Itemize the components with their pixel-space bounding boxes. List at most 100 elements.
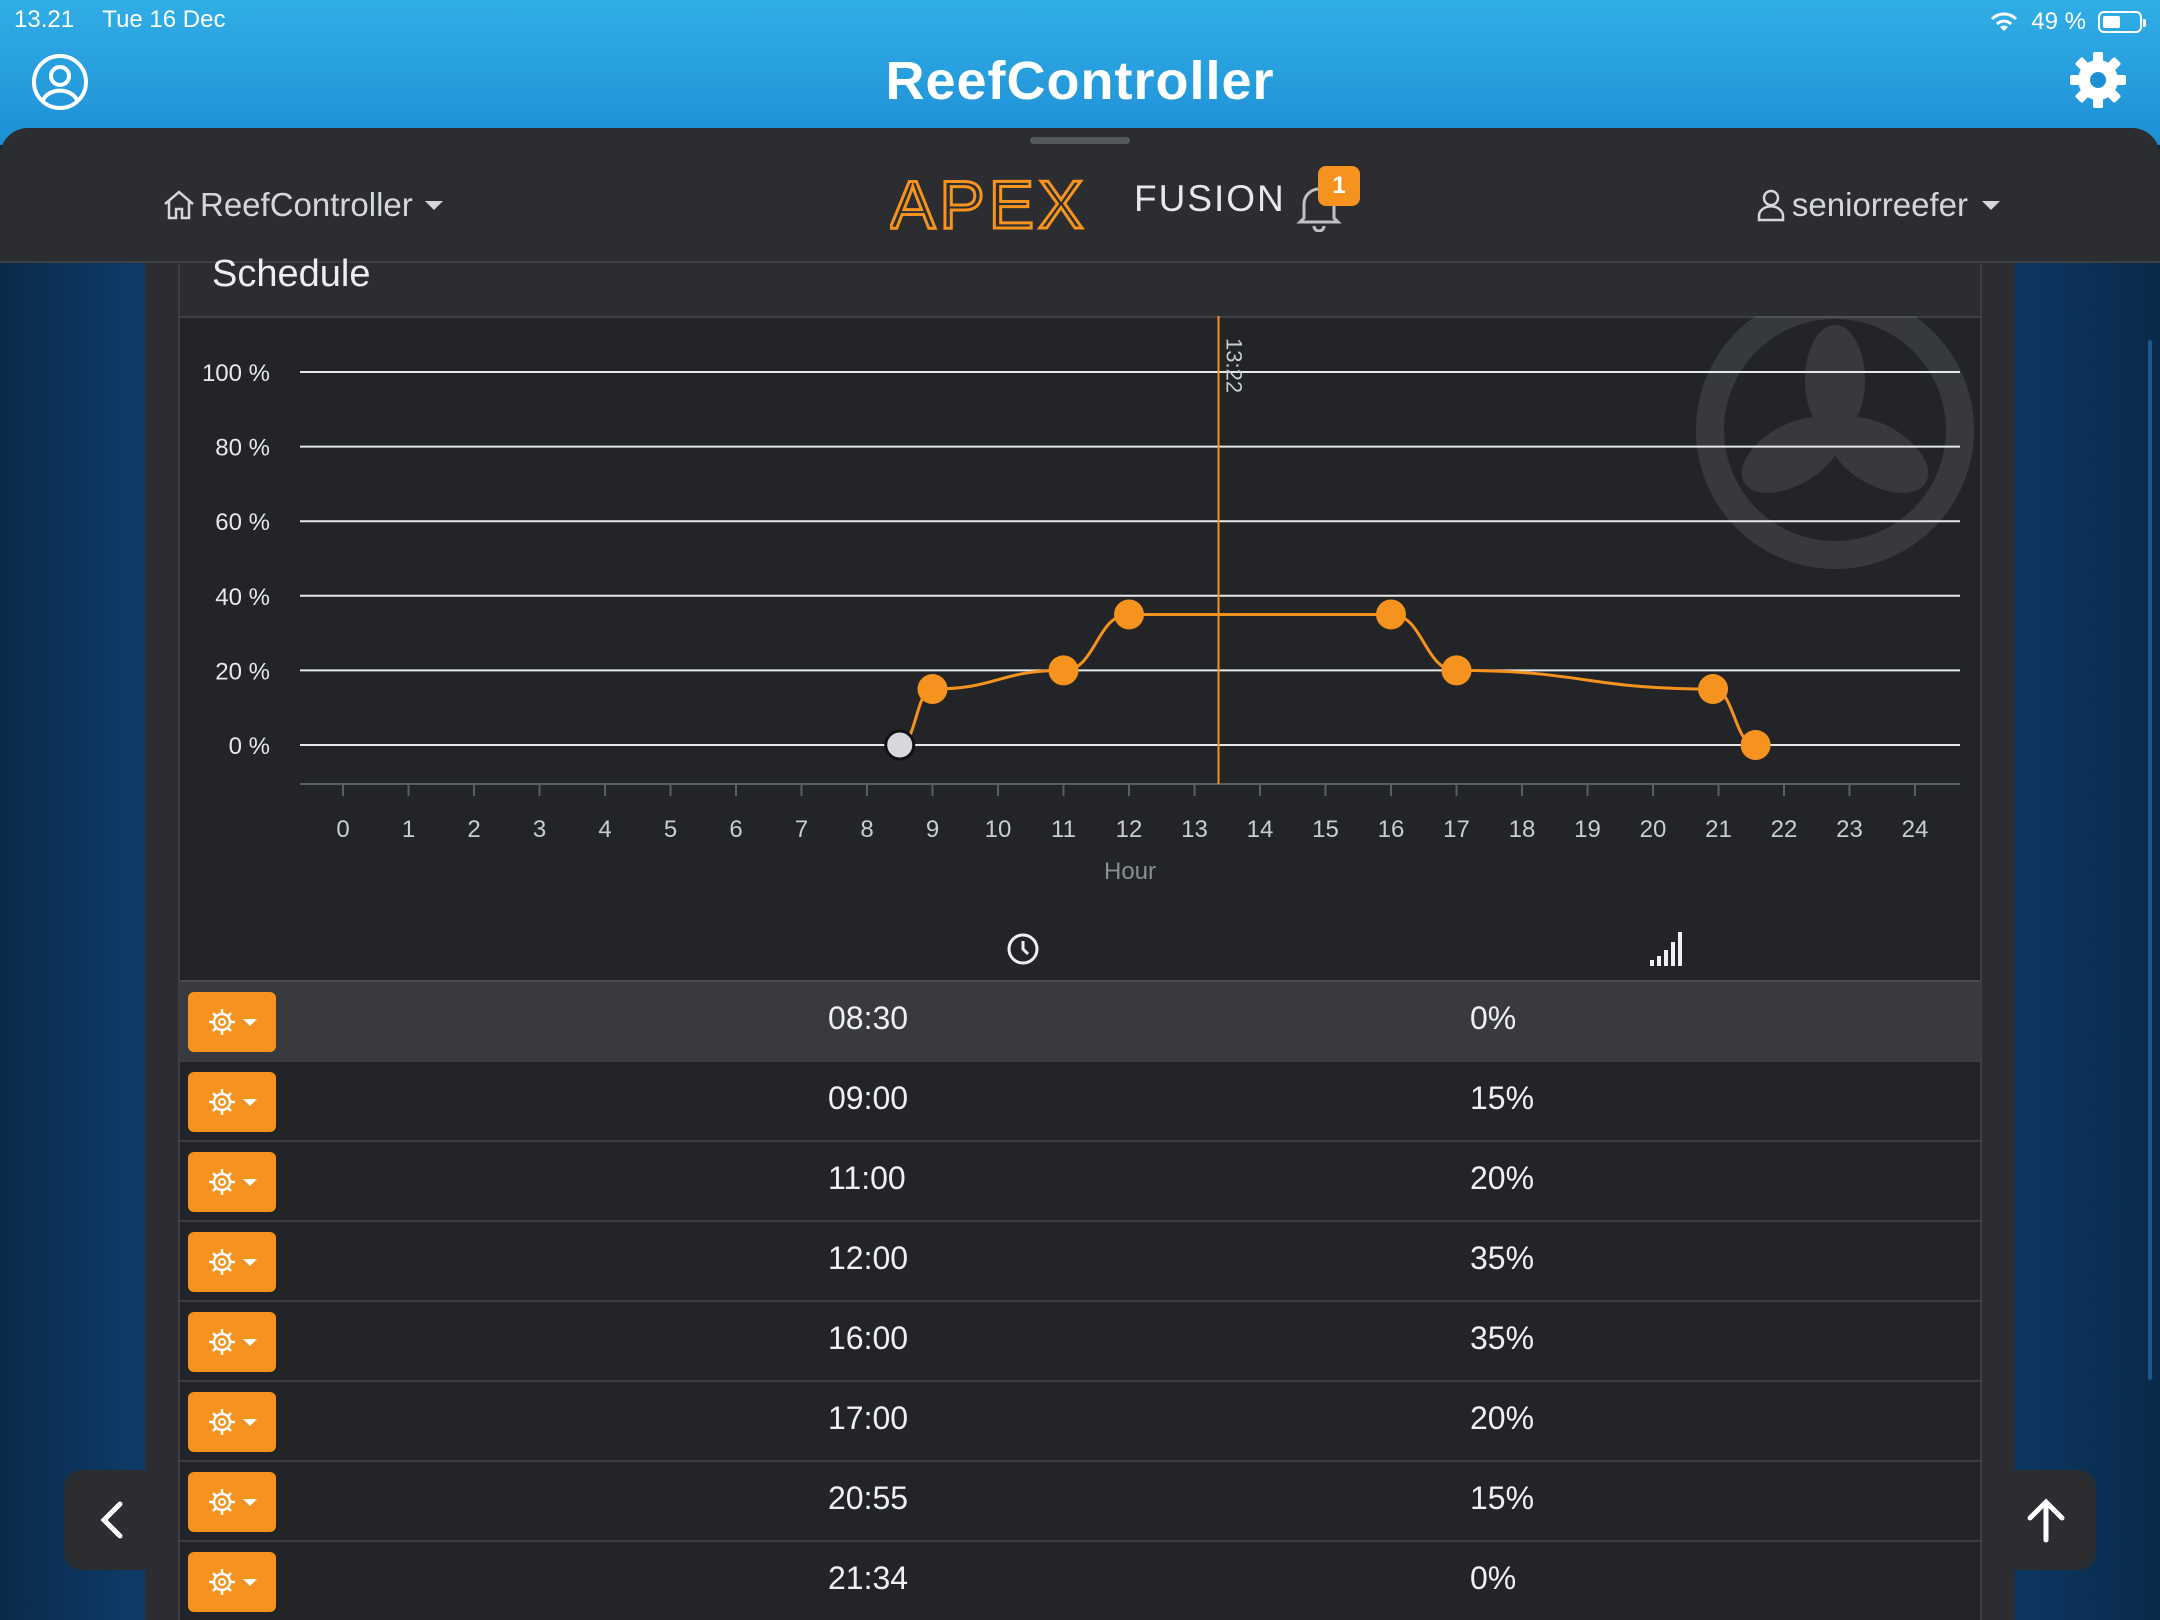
x-tick-label: 13 xyxy=(1181,816,1208,843)
x-tick-label: 23 xyxy=(1836,816,1863,843)
status-date: Tue 16 Dec xyxy=(102,6,226,33)
table-row[interactable]: 12:00 35% xyxy=(180,1222,1980,1302)
y-tick-label: 100 % xyxy=(202,360,270,387)
user-icon xyxy=(1757,189,1785,222)
x-tick-label: 16 xyxy=(1378,816,1405,843)
x-tick-label: 17 xyxy=(1443,816,1470,843)
x-tick-label: 24 xyxy=(1902,816,1929,843)
chevron-down-icon xyxy=(243,1338,257,1346)
status-left: 13.21 Tue 16 Dec xyxy=(14,6,247,38)
table-row[interactable]: 09:00 15% xyxy=(180,1062,1980,1142)
x-tick-label: 7 xyxy=(795,816,808,843)
x-tick-label: 10 xyxy=(985,816,1012,843)
battery-percent: 49 % xyxy=(2031,8,2086,35)
gear-icon xyxy=(209,1169,235,1195)
x-tick-label: 8 xyxy=(860,816,873,843)
row-time: 08:30 xyxy=(828,1000,909,1036)
schedule-chart[interactable]: 0 %20 %40 %60 %80 %100 %0 1 2 3 4 5 6 7 8 9 10 11 12… xyxy=(180,316,1980,910)
x-tick-label: 4 xyxy=(598,816,611,843)
table-row[interactable]: 21:34 0% xyxy=(180,1542,1980,1620)
y-tick-label: 40 % xyxy=(215,584,270,611)
data-point xyxy=(1048,655,1079,686)
table-row[interactable]: 20:55 15% xyxy=(180,1462,1980,1542)
notification-badge[interactable]: 1 xyxy=(1318,166,1360,206)
data-point-start xyxy=(884,729,916,761)
y-tick-label: 0 % xyxy=(229,733,270,760)
gear-icon xyxy=(209,1089,235,1115)
gear-icon xyxy=(209,1569,235,1595)
row-level: 20% xyxy=(1470,1400,1535,1436)
controller-dropdown[interactable]: ReefController xyxy=(162,186,443,224)
row-settings-button[interactable] xyxy=(188,1472,276,1532)
chevron-down-icon xyxy=(243,1178,257,1186)
user-dropdown[interactable]: seniorreefer xyxy=(1756,186,2000,224)
row-level: 15% xyxy=(1470,1080,1535,1116)
gear-icon xyxy=(209,1409,235,1435)
y-tick-label: 20 % xyxy=(215,658,270,685)
row-time: 12:00 xyxy=(828,1240,909,1276)
row-settings-button[interactable] xyxy=(188,1392,276,1452)
gear-icon xyxy=(209,1249,235,1275)
current-time-label: 13:22 xyxy=(1222,338,1247,393)
table-row[interactable]: 16:00 35% xyxy=(180,1302,1980,1382)
clock-icon xyxy=(1007,933,1039,965)
controller-name: ReefController xyxy=(200,186,413,223)
sheet-grabber[interactable] xyxy=(1030,137,1130,144)
series-line xyxy=(899,612,1756,747)
chevron-down-icon xyxy=(243,1018,257,1026)
app-title: ReefController xyxy=(885,51,1275,111)
gear-icon[interactable] xyxy=(2066,48,2130,112)
x-tick-label: 12 xyxy=(1116,816,1143,843)
row-time: 20:55 xyxy=(828,1480,909,1516)
scroll-top-button[interactable] xyxy=(1996,1470,2096,1570)
row-settings-button[interactable] xyxy=(188,1312,276,1372)
chevron-down-icon xyxy=(424,200,443,210)
table-row[interactable]: 11:00 20% xyxy=(180,1142,1980,1222)
chevron-down-icon xyxy=(1982,200,2000,210)
back-button[interactable] xyxy=(64,1470,164,1570)
data-point xyxy=(1114,599,1144,630)
x-tick-label: 6 xyxy=(729,816,742,843)
x-tick-label: 5 xyxy=(664,816,677,843)
svg-text:APEX: APEX xyxy=(890,172,1087,234)
profile-icon[interactable] xyxy=(30,52,90,112)
data-point xyxy=(917,674,948,705)
x-tick-label: 22 xyxy=(1771,816,1798,843)
x-tick-label: 2 xyxy=(467,816,480,843)
row-time: 11:00 xyxy=(828,1160,906,1196)
table-row[interactable]: 08:30 0% xyxy=(180,982,1980,1062)
row-settings-button[interactable] xyxy=(188,1072,276,1132)
table-row[interactable]: 17:00 20% xyxy=(180,1382,1980,1462)
x-tick-label: 1 xyxy=(402,816,415,843)
row-level: 0% xyxy=(1470,1000,1517,1036)
table-header xyxy=(180,910,1980,982)
row-time: 17:00 xyxy=(828,1400,909,1436)
chevron-down-icon xyxy=(243,1258,257,1266)
x-tick-label: 18 xyxy=(1509,816,1536,843)
data-point xyxy=(1740,730,1771,760)
row-level: 35% xyxy=(1470,1240,1535,1276)
scrollbar[interactable] xyxy=(2148,340,2152,1380)
x-tick-label: 3 xyxy=(533,816,546,843)
y-tick-label: 60 % xyxy=(215,509,270,536)
row-level: 35% xyxy=(1470,1320,1535,1356)
status-right: 49 % xyxy=(1989,6,2146,38)
row-settings-button[interactable] xyxy=(188,1232,276,1292)
chart-area xyxy=(180,316,1980,910)
x-tick-label: 20 xyxy=(1640,816,1667,843)
y-tick-label: 80 % xyxy=(215,435,270,462)
fusion-wordmark: FUSION xyxy=(1134,178,1286,219)
x-tick-label: 11 xyxy=(1051,816,1076,843)
status-bar: 13.21 Tue 16 Dec 49 % xyxy=(14,6,2146,38)
chevron-left-icon xyxy=(100,1501,123,1539)
fan-watermark-icon xyxy=(1696,316,1974,569)
x-tick-label: 0 xyxy=(336,816,349,843)
gear-icon xyxy=(209,1329,235,1355)
x-tick-label: 21 xyxy=(1705,816,1732,843)
row-settings-button[interactable] xyxy=(188,992,276,1052)
data-point xyxy=(1698,674,1729,705)
row-level: 15% xyxy=(1470,1480,1535,1516)
row-settings-button[interactable] xyxy=(188,1152,276,1212)
battery-icon xyxy=(2098,11,2146,33)
row-settings-button[interactable] xyxy=(188,1552,276,1612)
